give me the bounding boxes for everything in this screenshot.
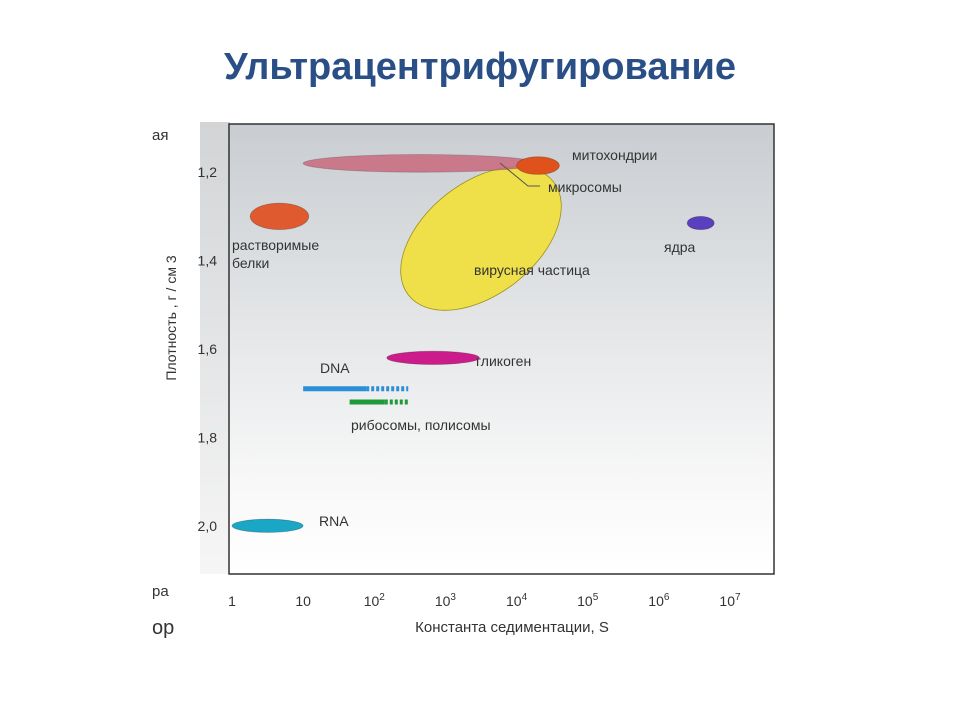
x-tick-label: 1 xyxy=(228,593,236,609)
region-label: RNA xyxy=(319,513,349,529)
region-гликоген xyxy=(386,350,480,365)
edge-fragment-top: ая xyxy=(152,127,169,144)
region-label: DNA xyxy=(320,360,350,376)
y-axis-label: Плотность , г / см 3 xyxy=(163,255,179,380)
x-axis-label: Константа седиментации, S xyxy=(415,619,609,636)
labels-layer: митохондрии микросомы ядра вирусная частица… xyxy=(232,147,696,529)
edge-fragment-middle: ра xyxy=(152,583,169,600)
region-label: рибосомы, полисомы xyxy=(351,417,491,433)
x-tick-label: 105 xyxy=(577,592,599,609)
y-tick-label: 2,0 xyxy=(198,518,218,534)
edge-fragment-bottom: ор xyxy=(152,617,175,639)
y-tick-label: 1,4 xyxy=(198,253,218,269)
slide-title: Ультрацентрифугирование xyxy=(224,46,736,88)
ticks-layer: 1,2 1,4 1,6 1,8 2,0 1 10 102 103 104 105 106 107 xyxy=(198,164,741,609)
x-tick-label: 106 xyxy=(648,592,670,609)
x-tick-label: 102 xyxy=(364,592,386,609)
region-митохондрии xyxy=(516,156,560,175)
plot-side-strip xyxy=(200,122,230,574)
x-tick-label: 107 xyxy=(719,592,741,609)
region-ядра xyxy=(686,215,715,231)
region-растворимые-белки xyxy=(249,202,310,231)
y-tick-label: 1,8 xyxy=(198,429,218,445)
region-RNA xyxy=(231,518,304,533)
region-микросомы xyxy=(302,154,539,173)
region-label: митохондрии xyxy=(572,147,657,163)
regions-layer xyxy=(231,154,715,533)
region-вирусная-частица xyxy=(400,166,562,311)
y-tick-label: 1,2 xyxy=(198,164,218,180)
microsome-leader-line xyxy=(499,162,540,187)
x-tick-label: 103 xyxy=(435,592,457,609)
x-tick-label: 10 xyxy=(295,593,311,609)
region-label: ядра xyxy=(664,239,696,255)
x-tick-label: 104 xyxy=(506,592,528,609)
region-label: микросомы xyxy=(548,179,622,195)
y-tick-label: 1,6 xyxy=(198,341,218,357)
region-label: вирусная частица xyxy=(474,262,590,278)
region-label: растворимые белки xyxy=(232,237,319,271)
region-label: гликоген xyxy=(476,353,531,369)
